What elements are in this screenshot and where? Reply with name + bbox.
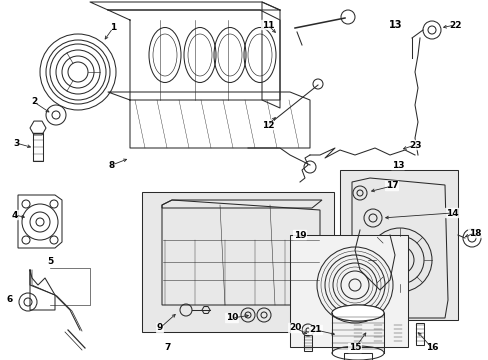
Text: 19: 19 [293, 230, 305, 239]
Bar [289, 235, 407, 347]
Text: 9: 9 [157, 324, 163, 333]
Text: 6: 6 [7, 296, 13, 305]
Bar [343, 353, 371, 360]
Bar [304, 335, 311, 351]
Text: 23: 23 [408, 140, 420, 149]
Bar [353, 323, 361, 345]
Text: 10: 10 [225, 314, 238, 323]
Bar [142, 192, 333, 332]
Text: 8: 8 [109, 161, 115, 170]
Ellipse shape [331, 305, 383, 321]
Text: 21: 21 [309, 325, 322, 334]
Bar [373, 323, 381, 345]
Bar [33, 133, 43, 161]
Text: 14: 14 [445, 208, 457, 217]
Text: 5: 5 [47, 257, 53, 266]
Text: 18: 18 [468, 229, 480, 238]
Bar [415, 323, 423, 345]
Text: 13: 13 [388, 19, 402, 30]
Text: 2: 2 [31, 98, 37, 107]
Text: 17: 17 [385, 181, 398, 190]
Text: 20: 20 [288, 324, 301, 333]
Text: 11: 11 [261, 21, 274, 30]
Text: 12: 12 [261, 121, 274, 130]
Bar [393, 323, 401, 345]
Text: 7: 7 [164, 343, 171, 352]
Text: 4: 4 [12, 211, 18, 220]
Bar [339, 170, 457, 320]
Circle shape [68, 62, 88, 82]
Text: 3: 3 [13, 139, 19, 148]
Text: 13: 13 [391, 161, 404, 170]
Text: 1: 1 [110, 23, 116, 32]
Text: 15: 15 [348, 343, 361, 352]
Text: 16: 16 [425, 343, 437, 352]
Text: 22: 22 [448, 21, 460, 30]
